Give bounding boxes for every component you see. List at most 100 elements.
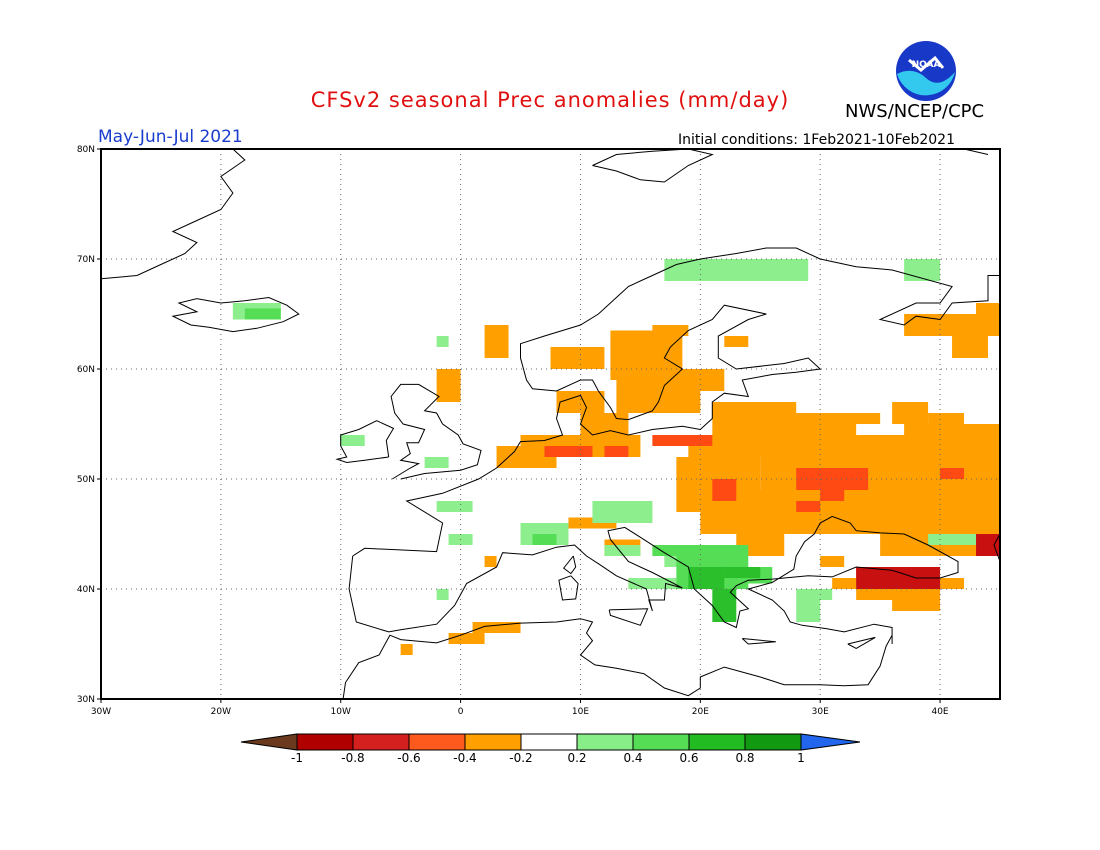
- legend-arrow-high: [800, 733, 861, 751]
- anomaly-cell: [952, 336, 989, 358]
- anomaly-cell: [544, 446, 593, 457]
- anomaly-cell: [892, 402, 929, 424]
- anomaly-cells: [232, 259, 1000, 655]
- noaa-logo: NOAA: [896, 41, 956, 101]
- anomaly-cell: [700, 512, 761, 534]
- anomaly-cell: [928, 413, 965, 424]
- anomaly-cell: [940, 468, 965, 479]
- coastline: [348, 515, 959, 644]
- anomaly-cell: [820, 413, 881, 424]
- anomaly-cell: [724, 567, 761, 578]
- anomaly-cell: [712, 479, 737, 501]
- map-frame: [100, 148, 1001, 700]
- anomaly-cell: [532, 534, 557, 545]
- initial-conditions: Initial conditions: 1Feb2021-10Feb2021: [678, 132, 955, 148]
- anomaly-cell: [472, 622, 521, 633]
- anomaly-cell: [832, 578, 857, 589]
- legend-label: -0.2: [509, 751, 532, 765]
- legend-label: -1: [291, 751, 303, 765]
- anomaly-cell: [436, 501, 473, 512]
- lat-tick-label: 30N: [77, 695, 95, 705]
- anomaly-cell: [688, 567, 725, 589]
- anomaly-cell: [436, 336, 449, 347]
- coastline: [352, 247, 1000, 557]
- anomaly-cell: [484, 325, 509, 358]
- legend-swatch: [464, 733, 522, 751]
- lat-tick-label: 80N: [77, 145, 95, 155]
- anomaly-cell: [904, 424, 1000, 435]
- anomaly-cell: [796, 468, 869, 490]
- legend-swatch: [352, 733, 410, 751]
- legend-swatch: [576, 733, 634, 751]
- legend-label: 0.8: [735, 751, 754, 765]
- anomaly-cell: [928, 534, 977, 545]
- legend-label: 0.4: [623, 751, 642, 765]
- anomaly-cell: [796, 589, 833, 600]
- anomaly-cell: [904, 259, 941, 281]
- coastline: [592, 148, 714, 183]
- lat-tick-label: 40N: [77, 585, 95, 595]
- anomaly-cell: [604, 545, 641, 556]
- coastline: [335, 420, 395, 464]
- anomaly-cell: [796, 501, 821, 512]
- lon-tick-label: 30E: [812, 707, 829, 717]
- anomaly-cell: [976, 534, 1000, 556]
- coastline: [562, 555, 577, 575]
- anomaly-cell: [484, 556, 497, 567]
- anomaly-cell: [610, 330, 683, 380]
- legend-swatch: [688, 733, 746, 751]
- anomaly-cell: [436, 369, 461, 402]
- lon-tick-label: 20W: [211, 707, 231, 717]
- anomaly-cell: [652, 545, 689, 556]
- legend-label: 0.2: [567, 751, 586, 765]
- coastline: [847, 636, 876, 649]
- legend-swatch: [744, 733, 802, 751]
- legend-label: -0.4: [453, 751, 476, 765]
- lon-tick-label: 40E: [931, 707, 948, 717]
- coastline: [171, 296, 300, 333]
- coastline: [608, 608, 649, 626]
- anomaly-cell: [820, 556, 845, 567]
- lon-tick-label: 20E: [692, 707, 709, 717]
- coastlines: [100, 148, 1001, 700]
- anomaly-cell: [796, 600, 821, 622]
- coastline: [100, 148, 246, 280]
- legend-label: 0.6: [679, 751, 698, 765]
- map-title: CFSv2 seasonal Prec anomalies (mm/day): [310, 88, 790, 112]
- coastline: [558, 575, 579, 601]
- anomaly-cell: [724, 336, 749, 347]
- anomaly-cell: [436, 589, 449, 600]
- coastline: [342, 618, 893, 700]
- anomaly-cell: [550, 347, 605, 369]
- legend-arrow-low: [240, 733, 298, 751]
- anomaly-cell: [496, 446, 557, 468]
- anomaly-cell: [448, 633, 485, 644]
- lon-tick-label: 30W: [91, 707, 111, 717]
- legend-swatch: [520, 733, 578, 751]
- legend-swatch: [632, 733, 690, 751]
- legend-swatch: [408, 733, 466, 751]
- anomaly-cell: [628, 578, 677, 589]
- lon-tick-label: 10E: [572, 707, 589, 717]
- anomaly-cell: [400, 644, 413, 655]
- anomaly-cell: [856, 567, 941, 589]
- lat-tick-label: 70N: [77, 255, 95, 265]
- axis-ticks: 30W 20W 10W 0 10E 20E 30E 40E 30N 40N 50N 60N 70N 80N: [77, 145, 949, 717]
- anomaly-cell: [652, 435, 713, 446]
- logo-text: NOAA: [912, 60, 941, 70]
- lat-tick-label: 50N: [77, 475, 95, 485]
- agency-label: NWS/NCEP/CPC: [845, 101, 985, 122]
- anomaly-cell: [592, 501, 653, 523]
- anomaly-cell: [892, 600, 941, 611]
- anomaly-cell: [604, 446, 629, 457]
- legend-label: -0.6: [397, 751, 420, 765]
- anomaly-cell: [904, 314, 1000, 336]
- anomaly-cell: [652, 325, 689, 336]
- color-legend: -1 -0.8 -0.6 -0.4 -0.2 0.2 0.4 0.6 0.8 1: [240, 733, 861, 765]
- lon-tick-label: 0: [458, 707, 464, 717]
- anomaly-cell: [340, 435, 365, 446]
- legend-label: 1: [797, 751, 805, 765]
- forecast-period: May-Jun-Jul 2021: [98, 127, 243, 147]
- anomaly-cell: [556, 391, 605, 413]
